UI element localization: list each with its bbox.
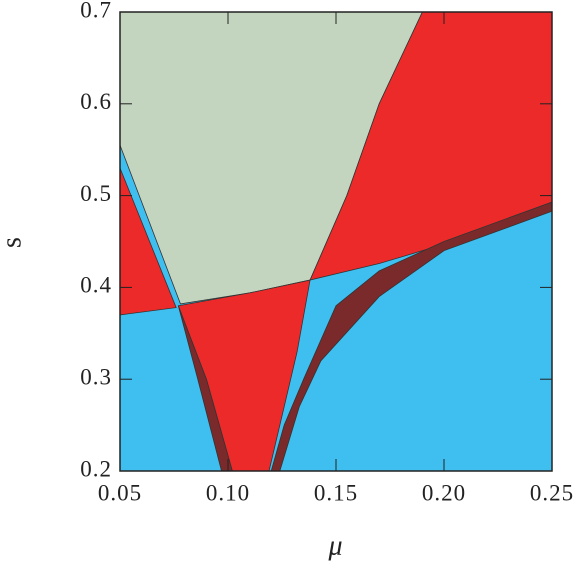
y-tick-label: 0.5 (80, 181, 112, 206)
y-tick-label: 0.4 (80, 273, 112, 298)
x-tick-label: 0.25 (530, 480, 574, 505)
y-tick-label: 0.2 (80, 456, 112, 481)
y-tick-label: 0.3 (80, 364, 112, 389)
x-tick-label: 0.10 (206, 480, 250, 505)
y-tick-label: 0.7 (80, 0, 112, 22)
region (270, 201, 552, 471)
y-axis-label: s (0, 236, 27, 248)
y-tick-label: 0.6 (80, 89, 112, 114)
region (177, 305, 233, 471)
region (309, 12, 552, 281)
region (120, 167, 177, 316)
x-tick-label: 0.15 (314, 480, 358, 505)
x-tick-label: 0.20 (422, 480, 466, 505)
plot-area (120, 12, 552, 471)
x-tick-label: 0.05 (98, 480, 142, 505)
x-axis-label: μ (327, 530, 343, 561)
